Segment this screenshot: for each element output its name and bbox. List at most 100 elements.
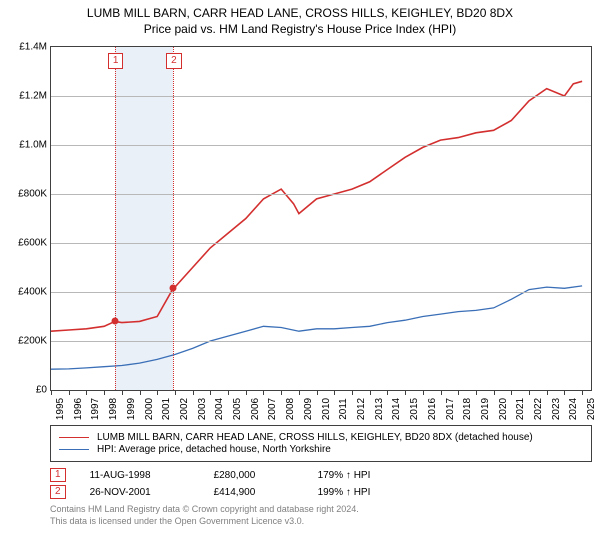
sale-hpi: 199% ↑ HPI — [318, 487, 592, 498]
y-tick-label: £600K — [3, 238, 47, 249]
x-tick-mark — [317, 390, 318, 395]
x-tick-label: 2014 — [391, 398, 402, 420]
x-tick-mark — [476, 390, 477, 395]
x-tick-mark — [157, 390, 158, 395]
sale-hpi: 179% ↑ HPI — [318, 470, 592, 481]
x-tick-mark — [246, 390, 247, 395]
legend-label: HPI: Average price, detached house, Nort… — [97, 444, 331, 455]
x-tick-label: 2005 — [232, 398, 243, 420]
x-tick-label: 2018 — [462, 398, 473, 420]
x-tick-mark — [69, 390, 70, 395]
y-tick-label: £200K — [3, 336, 47, 347]
sale-row: 1 11-AUG-1998 £280,000 179% ↑ HPI — [50, 468, 592, 482]
x-tick-mark — [564, 390, 565, 395]
sale-marker: 2 — [166, 53, 182, 69]
x-tick-label: 2022 — [533, 398, 544, 420]
sale-number-badge: 1 — [50, 468, 66, 482]
x-tick-label: 2007 — [267, 398, 278, 420]
plot-area: £0£200K£400K£600K£800K£1.0M£1.2M£1.4M199… — [50, 46, 592, 391]
x-tick-mark — [104, 390, 105, 395]
y-gridline — [51, 96, 591, 97]
legend-label: LUMB MILL BARN, CARR HEAD LANE, CROSS HI… — [97, 432, 533, 443]
sale-row: 2 26-NOV-2001 £414,900 199% ↑ HPI — [50, 485, 592, 499]
x-tick-mark — [210, 390, 211, 395]
sale-price: £414,900 — [214, 487, 294, 498]
series-hpi — [51, 286, 582, 369]
sale-vline — [173, 47, 174, 390]
x-tick-label: 2008 — [285, 398, 296, 420]
x-tick-mark — [529, 390, 530, 395]
y-gridline — [51, 145, 591, 146]
legend-row: HPI: Average price, detached house, Nort… — [59, 444, 583, 455]
x-tick-mark — [352, 390, 353, 395]
x-tick-label: 2019 — [480, 398, 491, 420]
footer-line-1: Contains HM Land Registry data © Crown c… — [50, 504, 592, 516]
x-tick-label: 1995 — [55, 398, 66, 420]
x-tick-label: 2017 — [445, 398, 456, 420]
x-tick-mark — [370, 390, 371, 395]
y-gridline — [51, 341, 591, 342]
chart-subtitle: Price paid vs. HM Land Registry's House … — [8, 22, 592, 36]
sale-point — [170, 285, 177, 292]
x-tick-label: 1999 — [126, 398, 137, 420]
x-tick-label: 1998 — [108, 398, 119, 420]
y-tick-label: £1.2M — [3, 91, 47, 102]
x-tick-mark — [193, 390, 194, 395]
x-tick-label: 2025 — [586, 398, 597, 420]
footer-line-2: This data is licensed under the Open Gov… — [50, 516, 592, 528]
legend-swatch — [59, 449, 89, 450]
sale-number-badge: 2 — [50, 485, 66, 499]
legend-swatch — [59, 437, 89, 438]
x-tick-label: 2015 — [409, 398, 420, 420]
x-tick-mark — [263, 390, 264, 395]
x-tick-label: 2001 — [161, 398, 172, 420]
y-gridline — [51, 292, 591, 293]
x-tick-label: 2020 — [498, 398, 509, 420]
x-tick-mark — [228, 390, 229, 395]
legend-row: LUMB MILL BARN, CARR HEAD LANE, CROSS HI… — [59, 432, 583, 443]
x-tick-mark — [458, 390, 459, 395]
x-tick-label: 2016 — [427, 398, 438, 420]
x-tick-mark — [281, 390, 282, 395]
sale-date: 11-AUG-1998 — [90, 470, 190, 481]
x-tick-mark — [140, 390, 141, 395]
sale-vline — [115, 47, 116, 390]
x-tick-label: 1997 — [90, 398, 101, 420]
series-property — [51, 81, 582, 331]
x-tick-label: 2000 — [144, 398, 155, 420]
x-tick-label: 2023 — [551, 398, 562, 420]
x-tick-mark — [51, 390, 52, 395]
chart-container: LUMB MILL BARN, CARR HEAD LANE, CROSS HI… — [0, 0, 600, 560]
x-tick-mark — [387, 390, 388, 395]
x-tick-label: 2004 — [214, 398, 225, 420]
sale-point — [111, 318, 118, 325]
x-tick-mark — [494, 390, 495, 395]
x-tick-label: 2021 — [515, 398, 526, 420]
x-tick-label: 2013 — [374, 398, 385, 420]
x-tick-mark — [423, 390, 424, 395]
y-tick-label: £0 — [3, 385, 47, 396]
sale-date: 26-NOV-2001 — [90, 487, 190, 498]
x-tick-mark — [582, 390, 583, 395]
x-tick-label: 2012 — [356, 398, 367, 420]
x-tick-label: 2003 — [197, 398, 208, 420]
x-tick-mark — [511, 390, 512, 395]
x-tick-label: 2011 — [338, 398, 349, 420]
x-tick-label: 2002 — [179, 398, 190, 420]
x-tick-label: 2009 — [303, 398, 314, 420]
x-tick-mark — [441, 390, 442, 395]
chart-lines — [51, 47, 591, 390]
x-tick-label: 2006 — [250, 398, 261, 420]
x-tick-mark — [122, 390, 123, 395]
y-tick-label: £800K — [3, 189, 47, 200]
sale-price: £280,000 — [214, 470, 294, 481]
x-tick-mark — [175, 390, 176, 395]
y-gridline — [51, 243, 591, 244]
x-tick-mark — [86, 390, 87, 395]
y-tick-label: £1.0M — [3, 140, 47, 151]
sale-marker: 1 — [108, 53, 124, 69]
y-gridline — [51, 194, 591, 195]
y-tick-label: £1.4M — [3, 42, 47, 53]
x-tick-mark — [547, 390, 548, 395]
y-tick-label: £400K — [3, 287, 47, 298]
